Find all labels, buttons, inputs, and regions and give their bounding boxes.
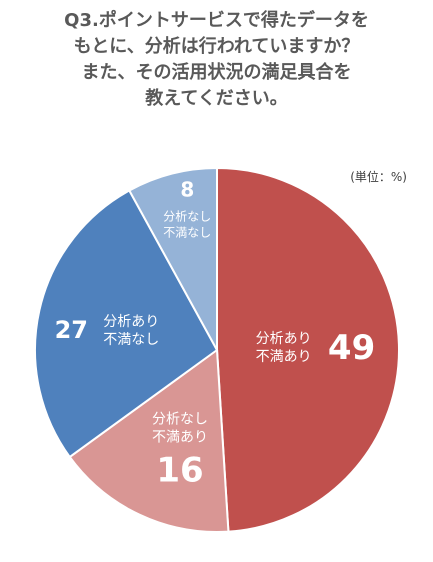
slice-value: 16: [156, 451, 203, 491]
title-line-4: 教えてください。: [145, 88, 288, 109]
slice-text-line: 分析あり: [103, 314, 159, 330]
slice-text-line: 不満あり: [152, 430, 208, 446]
pie-slice-1: [216, 166, 400, 533]
title-line-2: もとに、分析は行われていますか？: [73, 36, 360, 57]
chart-title: Q3.ポイントサービスで得たデータを もとに、分析は行われていますか？ また、そ…: [0, 8, 433, 112]
pie-slice-4: [127, 166, 218, 351]
title-line-1: Q3.ポイントサービスで得たデータを: [64, 10, 369, 31]
slice-text-line: 分析なし: [152, 412, 208, 428]
slice-text-line: 不満なし: [163, 226, 211, 240]
pie-slice-2: [68, 348, 230, 533]
slice-text-line: 分析あり: [256, 331, 312, 347]
unit-note: (単位：%): [350, 170, 407, 184]
pie-slice-3: [34, 189, 219, 459]
slice-value: 27: [55, 316, 88, 344]
title-line-3: また、その活用状況の満足具合を: [81, 62, 352, 83]
slice-text-line: 不満なし: [103, 332, 159, 348]
slice-value: 49: [328, 328, 375, 368]
slice-text-line: 分析なし: [163, 210, 211, 224]
slice-text-line: 不満あり: [256, 349, 312, 365]
slice-value: 8: [180, 178, 194, 202]
